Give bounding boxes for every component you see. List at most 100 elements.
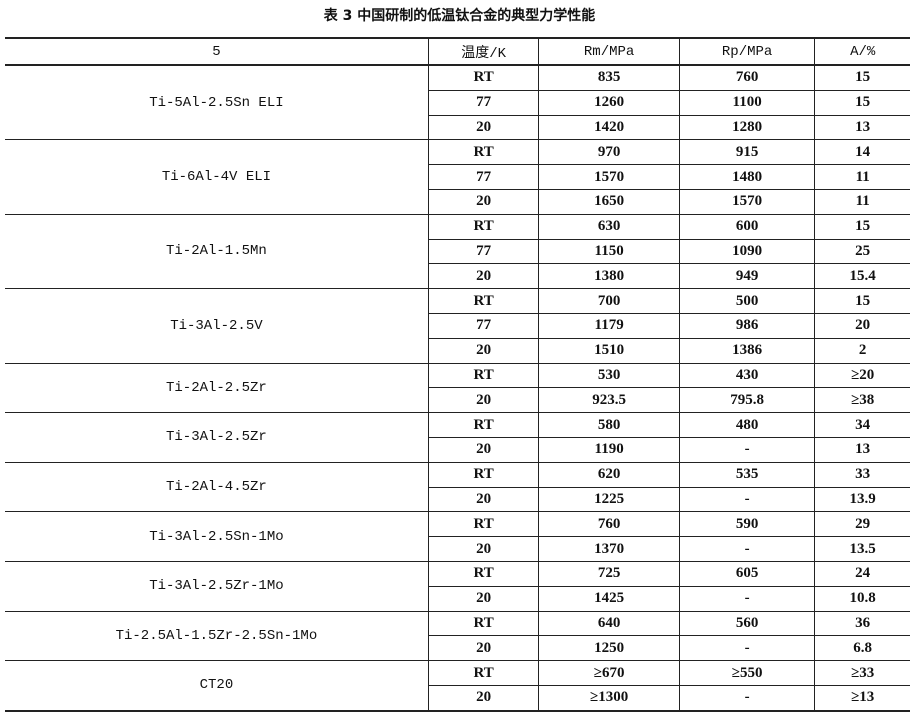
alloy-name-cell: Ti-3Al-2.5Zr (5, 412, 429, 463)
rp-cell: 949 (678, 263, 816, 290)
rp-cell: 795.8 (678, 387, 816, 414)
rp-cell: 1100 (678, 89, 816, 116)
header-rp: Rp/MPa (678, 37, 816, 66)
elongation-cell: 33 (814, 461, 910, 488)
elongation-cell: 13 (814, 114, 910, 141)
elongation-cell: 15 (814, 89, 910, 116)
rp-cell: 605 (678, 560, 816, 587)
table-row: Ti-3Al-2.5V RT 700 500 15 (5, 288, 910, 364)
rm-cell: 970 (538, 139, 680, 166)
elongation-cell: 36 (814, 610, 910, 637)
table-row: 20 1650 1570 11 (5, 188, 910, 215)
rp-cell: - (678, 536, 816, 562)
rp-cell: 590 (678, 511, 816, 538)
rm-cell: 1150 (538, 238, 680, 265)
temperature-cell: RT (427, 610, 540, 637)
mechanical-properties-table: 5 温度/K Rm/MPa Rp/MPa A/% Ti-5Al-2.5Sn EL… (5, 37, 910, 712)
temperature-cell: RT (427, 412, 540, 438)
rm-cell: 1250 (538, 635, 680, 662)
rp-cell: 500 (678, 288, 816, 314)
temperature-cell: 20 (428, 114, 540, 141)
table-row: 20 ≥1300- ≥13 (5, 684, 910, 712)
temperature-cell: 20 (428, 684, 540, 712)
alloy-name-cell: Ti-6Al-4V ELI (5, 139, 429, 215)
table-row: Ti-3Al-2.5Sn-1Mo RT 760 590 29 (5, 511, 910, 562)
temperature-cell: 20 (428, 387, 540, 414)
rp-cell: 1090 (678, 238, 816, 265)
rm-cell: ≥670 (538, 660, 680, 686)
elongation-cell: 6.8 (814, 635, 910, 662)
table-row: 20 1225-13.9 (5, 486, 910, 513)
rp-cell: - (678, 585, 816, 612)
temperature-cell: 77 (428, 312, 540, 339)
alloy-name-cell: Ti-3Al-2.5V (5, 288, 429, 364)
rm-cell: 1225 (538, 486, 680, 513)
table-row: 20 1510 1386 2 (5, 337, 910, 364)
temperature-cell: RT (427, 560, 540, 587)
table-row: 77 1150 1090 25 (5, 238, 910, 265)
elongation-cell: 15 (814, 288, 910, 314)
rp-cell: 1480 (678, 164, 816, 190)
table-row: Ti-2Al-2.5Zr RT 530 430 ≥20 (5, 362, 910, 414)
rm-cell: 1570 (538, 164, 680, 190)
table-row: Ti-6Al-4V ELI RT 970 915 14 (5, 139, 910, 215)
rm-cell: 1190 (538, 436, 680, 463)
rm-cell: ≥1300 (538, 684, 680, 712)
header-alloy: 5 (5, 37, 429, 66)
temperature-cell: RT (427, 213, 540, 240)
alloy-name-cell: Ti-2Al-1.5Mn (5, 213, 429, 290)
rm-cell: 835 (538, 64, 680, 91)
rm-cell: 760 (538, 511, 680, 538)
rp-cell: 600 (678, 213, 816, 240)
rp-cell: 986 (678, 312, 816, 339)
elongation-cell: 15 (814, 64, 910, 91)
temperature-cell: 20 (428, 436, 540, 463)
temperature-cell: 77 (428, 89, 540, 116)
elongation-cell: ≥20 (814, 362, 910, 389)
temperature-cell: RT (427, 139, 540, 166)
rp-cell: ≥550 (678, 660, 816, 686)
temperature-cell: 77 (428, 238, 540, 265)
elongation-cell: 14 (814, 139, 910, 166)
rp-cell: - (678, 486, 816, 513)
table-row: Ti-5Al-2.5Sn ELI RT 835 760 15 (5, 64, 910, 141)
elongation-cell: 11 (814, 188, 910, 215)
rm-cell: 725 (538, 560, 680, 587)
rp-cell: - (678, 684, 816, 712)
temperature-cell: 20 (428, 337, 540, 364)
table-row: 20 1425-10.8 (5, 585, 910, 612)
alloy-name-cell: CT20 (5, 660, 429, 712)
header-temperature: 温度/K (427, 37, 540, 66)
table-row: 20 923.5 795.8 ≥38 (5, 387, 910, 414)
rm-cell: 1260 (538, 89, 680, 116)
table-row: 20 1250-6.8 (5, 635, 910, 662)
rp-cell: 560 (678, 610, 816, 637)
temperature-cell: 20 (428, 635, 540, 662)
temperature-cell: RT (427, 511, 540, 538)
rp-cell: 480 (678, 412, 816, 438)
elongation-cell: 13.5 (814, 536, 910, 562)
elongation-cell: 34 (814, 412, 910, 438)
rp-cell: 760 (678, 64, 816, 91)
temperature-cell: RT (427, 362, 540, 389)
header-elongation: A/% (814, 37, 910, 66)
table-row: Ti-3Al-2.5Zr RT 580 480 34 (5, 412, 910, 463)
header-rm: Rm/MPa (538, 37, 680, 66)
rp-cell: - (678, 635, 816, 662)
elongation-cell: ≥33 (814, 660, 910, 686)
rm-cell: 630 (538, 213, 680, 240)
table-title: 表 3 中国研制的低温钛合金的典型力学性能 (323, 8, 596, 24)
elongation-cell: 2 (814, 337, 910, 364)
elongation-cell: 29 (814, 511, 910, 538)
rm-cell: 923.5 (538, 387, 680, 414)
table-row: Ti-2.5Al-1.5Zr-2.5Sn-1Mo RT 640 560 36 (5, 610, 910, 662)
alloy-name-cell: Ti-2Al-4.5Zr (5, 461, 429, 513)
elongation-cell: 13 (814, 436, 910, 463)
rm-cell: 640 (538, 610, 680, 637)
alloy-name-cell: Ti-2Al-2.5Zr (5, 362, 429, 414)
table-row: 77 1570 1480 11 (5, 164, 910, 190)
temperature-cell: 20 (428, 188, 540, 215)
rm-cell: 1370 (538, 536, 680, 562)
elongation-cell: 24 (814, 560, 910, 587)
elongation-cell: 20 (814, 312, 910, 339)
